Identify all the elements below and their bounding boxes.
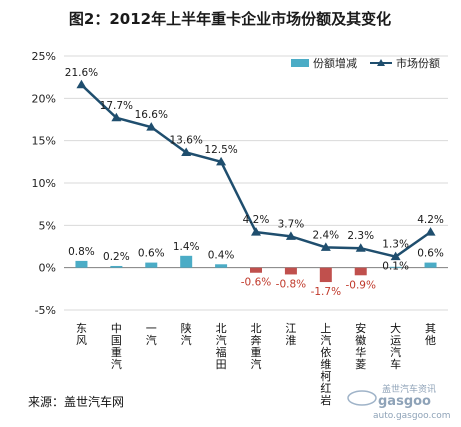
x-category-label: 陕汽 — [181, 321, 192, 347]
legend-bar-label: 份额增减 — [313, 56, 357, 70]
x-category-label: 江淮 — [285, 322, 296, 347]
x-category-label: 北奔重汽 — [251, 322, 262, 371]
x-category-label: 安徽华菱 — [355, 321, 366, 371]
line-data-label: 2.3% — [347, 230, 374, 242]
line-point — [285, 231, 296, 240]
watermark-logo — [347, 390, 377, 406]
bar-data-label: -0.9% — [345, 279, 375, 291]
line-point — [216, 156, 227, 166]
legend-line-label: 市场份额 — [396, 56, 440, 70]
line-data-label: 21.6% — [65, 67, 98, 79]
bar-series — [75, 255, 437, 283]
line-point — [146, 122, 157, 131]
watermark-brand-en: gasgoo — [378, 394, 431, 409]
x-category-label: 北汽福田 — [216, 322, 227, 371]
bar — [180, 255, 193, 268]
data-labels: 21.6% 17.7%16.6% 13.6%12.5% 4.2% 3.7% 2.4% 2.3… — [65, 67, 444, 298]
bar-data-label: -1.7% — [311, 286, 341, 298]
gridlines — [64, 55, 448, 311]
line-data-label: 12.5% — [204, 144, 237, 156]
chart-title: 图2：2012年上半年重卡企业市场份额及其变化 — [69, 10, 391, 28]
bar — [354, 267, 367, 276]
x-category-label: 中国重汽 — [111, 322, 122, 371]
bar — [284, 267, 297, 275]
x-category-label: 其他 — [425, 322, 436, 347]
watermark: 盖世汽车资讯 gasgoo auto.gasgoo.com — [347, 383, 451, 421]
bar-data-label: -0.8% — [276, 278, 306, 290]
bar-data-label: 0.4% — [208, 249, 235, 261]
bar-data-label: 0.6% — [417, 248, 444, 260]
legend-bar-swatch — [291, 59, 309, 67]
bar-data-label: 1.4% — [173, 241, 200, 253]
line-point — [390, 251, 401, 261]
legend-line-marker — [377, 59, 385, 66]
watermark-url: auto.gasgoo.com — [373, 411, 451, 421]
bar — [424, 262, 437, 268]
y-tick-label: 20% — [32, 92, 56, 105]
bar-data-label: -0.6% — [241, 277, 271, 289]
x-category-label: 东风 — [76, 322, 87, 347]
source-note: 来源：盖世汽车网 — [28, 394, 124, 409]
y-tick-label: 25% — [32, 50, 56, 63]
line-point — [76, 79, 87, 89]
line-data-label: 16.6% — [135, 109, 168, 121]
y-tick-label: 15% — [32, 135, 56, 148]
bar — [215, 264, 228, 268]
line-point — [111, 112, 122, 122]
line-data-label: 2.4% — [312, 229, 339, 241]
line-data-label: 1.3% — [382, 239, 409, 251]
line-data-label: 17.7% — [100, 100, 133, 112]
line-point — [320, 242, 331, 251]
line-point — [251, 227, 261, 236]
watermark-brand-cn: 盖世汽车资讯 — [382, 383, 436, 395]
line-data-label: 4.2% — [417, 214, 444, 226]
line-data-label: 4.2% — [243, 214, 270, 226]
line-data-label: 3.7% — [278, 218, 305, 230]
y-tick-label: 10% — [32, 177, 56, 190]
bar-data-label: 0.1% — [382, 261, 409, 273]
bar — [75, 260, 88, 268]
bar-data-label: 0.6% — [138, 248, 165, 260]
x-category-label: 一汽 — [146, 322, 157, 347]
y-tick-label: 5% — [39, 219, 56, 232]
y-axis-ticks: -5% 0% 5% 10% 15% 20% 25% — [32, 50, 56, 317]
line-point — [355, 243, 366, 252]
bar — [319, 267, 332, 283]
line-series — [76, 79, 436, 261]
line-data-label: 13.6% — [170, 135, 203, 147]
line-point — [425, 227, 436, 236]
bar — [145, 262, 158, 268]
bar — [250, 267, 262, 273]
bar — [110, 265, 123, 268]
x-category-label: 上汽依维柯红岩 — [320, 322, 331, 407]
bar-data-label: 0.2% — [103, 251, 130, 263]
bar — [389, 266, 402, 268]
y-tick-label: 0% — [39, 262, 56, 275]
x-category-label: 大运汽车 — [390, 321, 401, 371]
bar-data-label: 0.8% — [68, 246, 95, 258]
line-point — [181, 147, 192, 157]
y-tick-label: -5% — [35, 304, 56, 317]
legend: 份额增减 市场份额 — [291, 56, 440, 70]
